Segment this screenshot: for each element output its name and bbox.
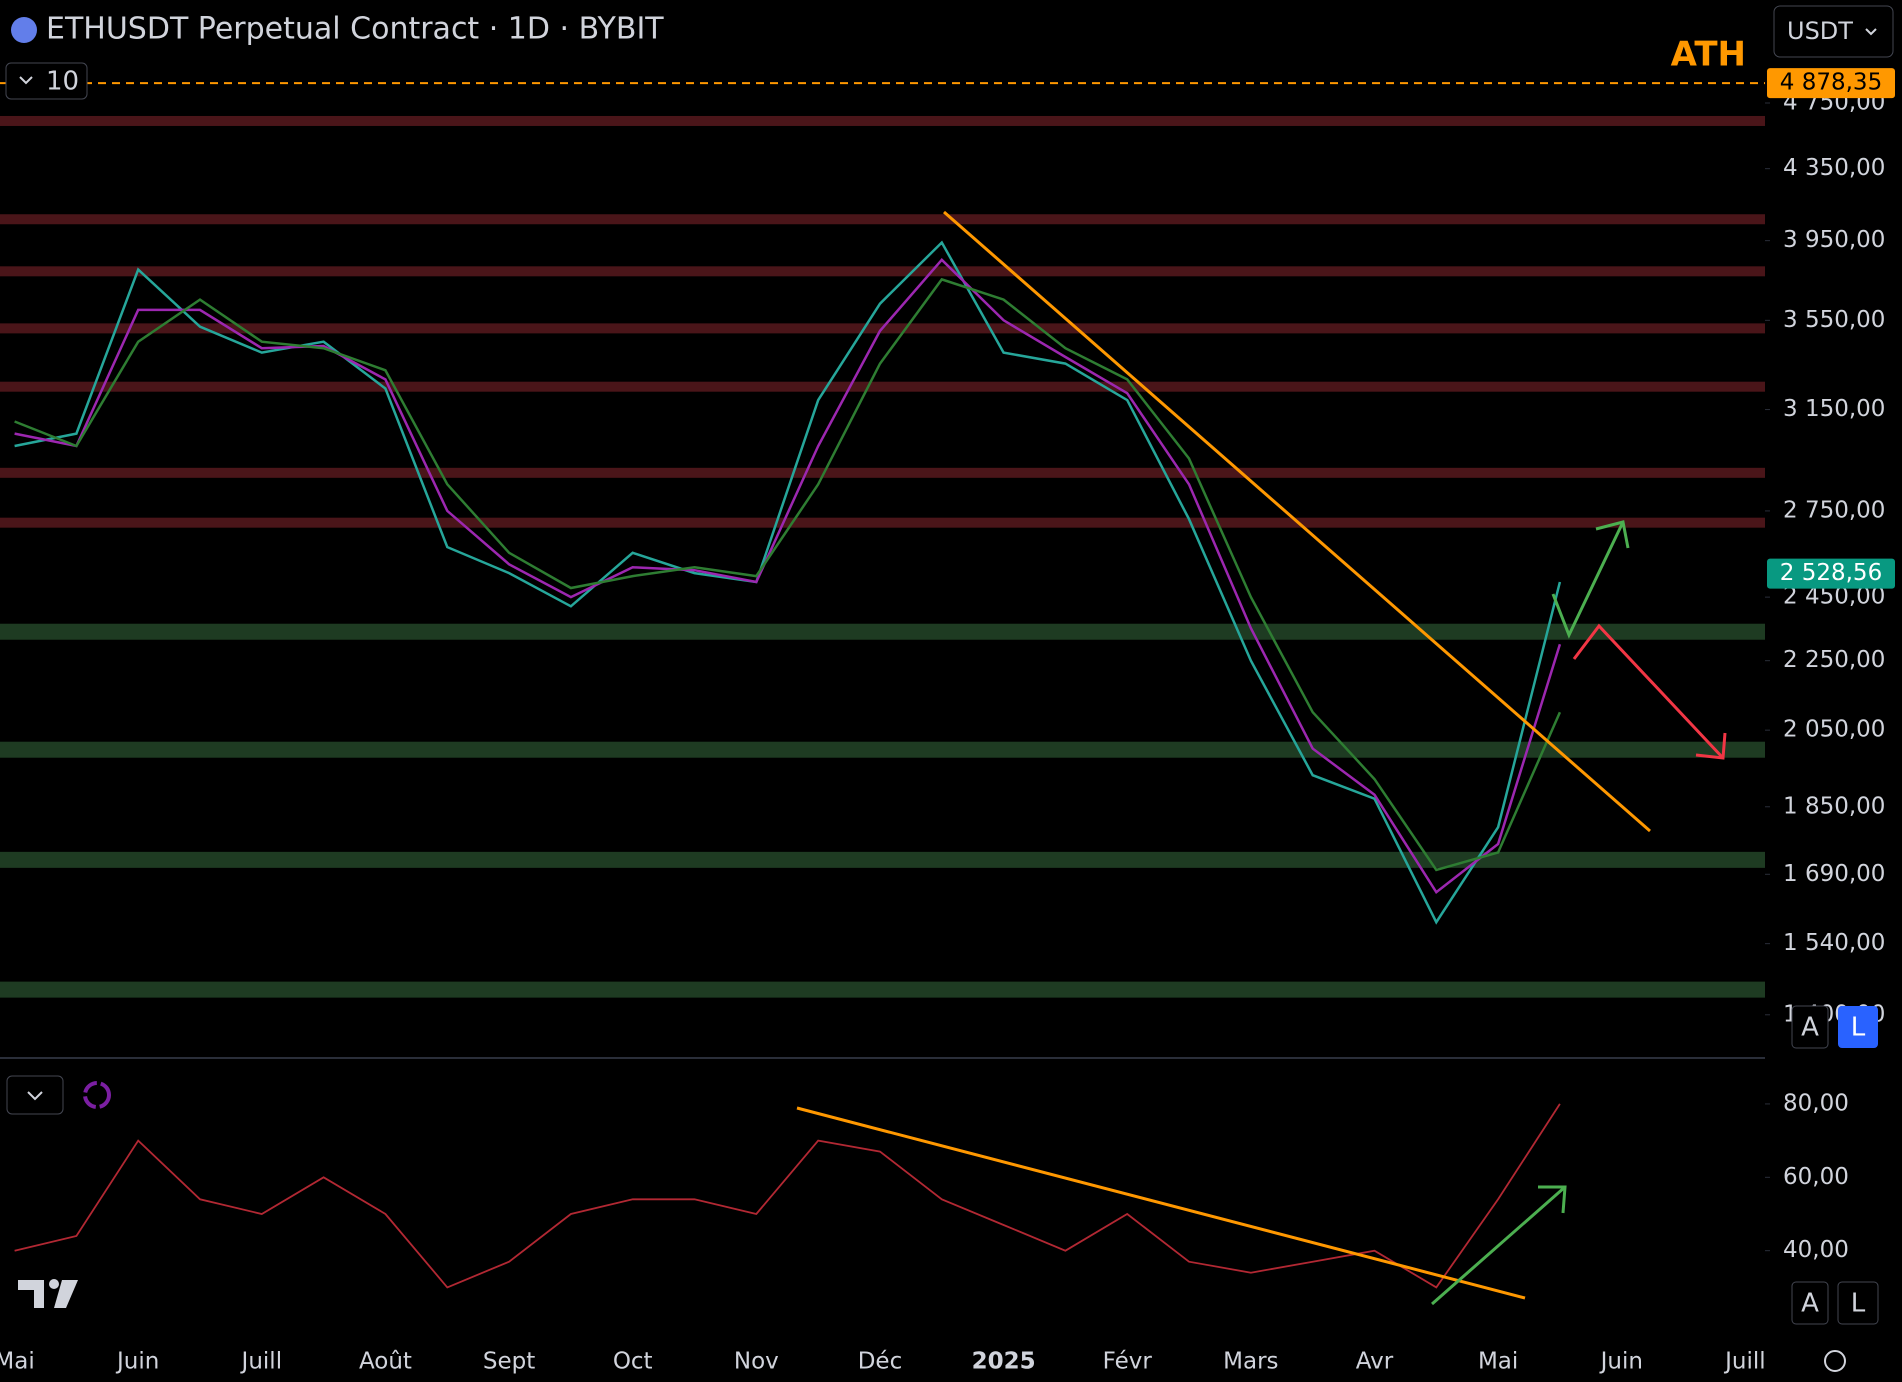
refresh-icon[interactable]: [83, 1081, 111, 1109]
rsi-log-label[interactable]: L: [1851, 1289, 1866, 1319]
red-arrow: [1572, 623, 1725, 760]
y-tick-label: 1 690,00: [1783, 861, 1885, 887]
auto-scale-label[interactable]: A: [1801, 1013, 1819, 1043]
series-layer: [14, 240, 1562, 1289]
axis-layer: 4 750,004 350,003 950,003 550,003 150,00…: [0, 35, 1895, 1375]
log-scale-label[interactable]: L: [1851, 1013, 1866, 1043]
support-band: [0, 623, 1765, 640]
logo-part: [49, 1279, 59, 1289]
dropdown-frame[interactable]: [1773, 5, 1894, 58]
y-tick-label: 1 850,00: [1783, 793, 1885, 819]
y-tick-label: 1 540,00: [1783, 930, 1885, 956]
ath-price-label: 4 878,35: [1780, 70, 1882, 96]
rsi-y-tick-label: 60,00: [1783, 1164, 1849, 1190]
x-tick-label: Juin: [115, 1349, 159, 1375]
rsi-trendline: [796, 1106, 1526, 1300]
resistance-band: [0, 115, 1765, 126]
eth-icon: [11, 17, 37, 43]
logo-part: [54, 1280, 78, 1308]
green-arrow: [1551, 521, 1625, 639]
x-tick-label: Févr: [1103, 1349, 1153, 1375]
x-tick-label: Avr: [1356, 1349, 1394, 1375]
logo-part: [18, 1280, 44, 1308]
rsi-collapse-button[interactable]: [6, 1075, 64, 1115]
x-tick-label: Sept: [483, 1349, 535, 1375]
chevron: [27, 1091, 43, 1101]
x-tick-label: Mars: [1223, 1349, 1278, 1375]
level-bands: [0, 115, 1765, 998]
support-band: [0, 851, 1765, 868]
price-line: [14, 240, 1562, 925]
settings-icon[interactable]: [1824, 1350, 1846, 1372]
x-tick-label: Oct: [613, 1349, 653, 1375]
arrow-head: [1695, 732, 1727, 760]
y-tick-label: 3 550,00: [1783, 307, 1885, 333]
y-tick-label: 2 050,00: [1783, 717, 1885, 743]
log-scale-button[interactable]: [1838, 1006, 1878, 1048]
chart-title: ETHUSDT Perpetual Contract · 1D · BYBIT: [46, 12, 664, 47]
price-line: [14, 277, 1562, 872]
interval-button[interactable]: 10: [5, 62, 88, 100]
currency-label[interactable]: USDT: [1787, 17, 1853, 45]
rsi-y-tick-label: 80,00: [1783, 1090, 1849, 1116]
rsi-log-button[interactable]: [1837, 1281, 1879, 1325]
ath-price-box: [1767, 68, 1895, 99]
interval-label[interactable]: 10: [46, 67, 79, 97]
button-frame[interactable]: [5, 62, 88, 100]
last-price-box: [1767, 558, 1895, 589]
rsi-auto-button[interactable]: [1791, 1281, 1829, 1325]
x-tick-label: Mai: [0, 1349, 35, 1375]
auto-scale-button[interactable]: [1791, 1005, 1829, 1049]
resistance-band: [0, 266, 1765, 277]
tradingview-logo: [18, 1279, 78, 1308]
support-band: [0, 981, 1765, 998]
x-tick-label: Nov: [734, 1349, 779, 1375]
x-tick-label: Août: [359, 1349, 412, 1375]
resistance-band: [0, 517, 1765, 528]
x-tick-label: 2025: [972, 1349, 1036, 1375]
rsi-auto-label[interactable]: A: [1801, 1289, 1819, 1319]
rsi-y-tick-label: 40,00: [1783, 1237, 1849, 1263]
y-tick-label: 2 250,00: [1783, 647, 1885, 673]
x-tick-label: Juill: [1723, 1349, 1766, 1375]
resistance-band: [0, 214, 1765, 225]
chevron: [1865, 28, 1877, 36]
rsi-green-arrow: [1431, 1185, 1566, 1306]
x-tick-label: Juin: [1599, 1349, 1643, 1375]
rsi-line: [14, 1103, 1561, 1289]
arrow-head: [1538, 1185, 1567, 1214]
support-band: [0, 741, 1765, 758]
x-tick-label: Juill: [240, 1349, 283, 1375]
resistance-band: [0, 467, 1765, 478]
y-tick-label: 4 350,00: [1783, 155, 1885, 181]
trendline: [943, 210, 1651, 833]
arrow-head: [1595, 520, 1630, 549]
price-line: [14, 257, 1562, 895]
chevron: [19, 76, 33, 85]
y-tick-label: 3 950,00: [1783, 227, 1885, 253]
y-tick-label: 2 750,00: [1783, 497, 1885, 523]
last-price-label: 2 528,56: [1780, 560, 1882, 586]
resistance-band: [0, 381, 1765, 392]
currency-dropdown[interactable]: USDT: [1773, 5, 1894, 58]
ath-label: ATH: [1671, 35, 1746, 75]
x-tick-label: Déc: [858, 1349, 903, 1375]
y-tick-label: 3 150,00: [1783, 396, 1885, 422]
x-tick-label: Mai: [1478, 1349, 1518, 1375]
